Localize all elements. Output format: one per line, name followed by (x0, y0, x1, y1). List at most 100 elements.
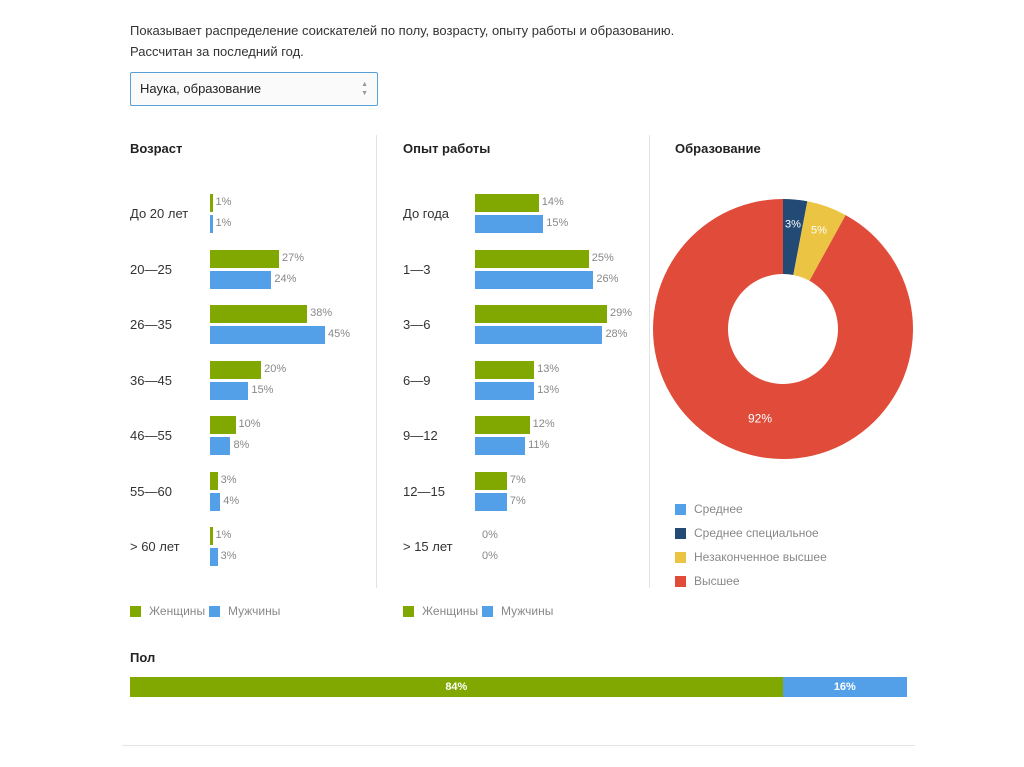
legend-label: Женщины (149, 604, 206, 618)
bar-women (475, 305, 607, 323)
bar-women (210, 360, 262, 379)
row-label: 26—35 (130, 317, 172, 332)
bar-men (210, 381, 249, 400)
donut-label: 3% (785, 218, 801, 230)
row-label: До года (403, 206, 450, 221)
exp-legend-women: Женщины (403, 604, 478, 618)
legend-swatch (675, 503, 686, 515)
value-label: 14% (541, 196, 564, 208)
value-label: 20% (264, 362, 287, 375)
value-label: 45% (328, 328, 351, 340)
value-label: 13% (537, 362, 560, 375)
row-label: 6—9 (403, 372, 431, 388)
legend-label: Женщины (422, 604, 479, 618)
bar-men (475, 492, 507, 511)
donut-slice (653, 199, 914, 459)
donut-label: 5% (811, 224, 827, 236)
row-label: 20—25 (130, 261, 172, 277)
value-label: 11% (528, 439, 550, 451)
row-label: 36—45 (130, 372, 172, 388)
bar-men (475, 326, 603, 344)
description-line-2: Рассчитан за последний год. (130, 44, 304, 59)
donut-slice (783, 199, 808, 275)
legend-swatch (675, 527, 686, 539)
value-label: 1% (215, 196, 232, 208)
value-label: 13% (537, 383, 560, 396)
gender-bar-women: 84% (130, 677, 783, 697)
value-label: 15% (546, 217, 569, 229)
age-legend-women: Женщины (130, 604, 205, 618)
value-label: 10% (238, 418, 261, 430)
legend-label: Мужчины (501, 604, 554, 618)
legend-swatch (403, 605, 414, 617)
bar-men (210, 215, 213, 233)
experience-title: Опыт работы (403, 141, 491, 156)
donut-label: 92% (748, 412, 772, 426)
bar-women (210, 194, 213, 212)
divider (649, 135, 650, 588)
legend-label: Мужчины (228, 604, 281, 618)
legend-label: Среднее специальное (694, 526, 819, 540)
description-line-1: Показывает распределение соискателей по … (130, 23, 675, 38)
row-label: 9—12 (403, 428, 438, 443)
value-label: 1% (215, 217, 232, 229)
value-label: 4% (223, 494, 240, 507)
education-legend-item: Незаконченное высшее (675, 550, 827, 564)
divider (376, 135, 377, 588)
row-label: 1—3 (403, 261, 431, 277)
legend-swatch (130, 605, 141, 617)
bar-men (475, 381, 535, 400)
bar-women (475, 471, 507, 490)
gender-bar-men: 16% (782, 677, 907, 697)
bar-women (210, 305, 308, 323)
value-label: 3% (220, 473, 237, 486)
value-label: 28% (605, 328, 628, 340)
gender-title: Пол (130, 650, 156, 665)
description: Показывает распределение соискателей по … (130, 20, 674, 62)
education-legend-item: Среднее (675, 502, 743, 516)
gender-bar: 84% 16% (130, 677, 907, 697)
education-legend-item: Высшее (675, 574, 740, 588)
value-label: 8% (233, 439, 250, 451)
value-label: 0% (482, 550, 498, 562)
bar-men (210, 492, 221, 511)
value-label: 15% (251, 383, 274, 396)
legend-label: Высшее (694, 574, 740, 588)
bar-men (475, 270, 594, 289)
bar-women (210, 527, 213, 545)
row-label: > 15 лет (403, 539, 453, 554)
row-label: > 60 лет (130, 539, 180, 554)
bar-women (210, 249, 279, 268)
industry-select[interactable]: Наука, образование ▲ ▼ (130, 72, 378, 106)
legend-label: Незаконченное высшее (694, 550, 827, 564)
value-label: 7% (509, 494, 526, 507)
value-label: 7% (509, 473, 526, 486)
bar-women (475, 416, 530, 434)
value-label: 38% (310, 307, 333, 319)
legend-swatch (209, 605, 220, 617)
value-label: 24% (274, 272, 297, 285)
bar-women (475, 249, 589, 268)
row-label: 55—60 (130, 483, 172, 499)
legend-swatch (482, 605, 493, 617)
education-title: Образование (675, 141, 761, 156)
legend-label: Среднее (694, 502, 743, 516)
value-label: 29% (610, 307, 633, 319)
row-label: До 20 лет (130, 206, 189, 221)
donut-slice (793, 201, 846, 281)
bar-men (210, 326, 325, 344)
row-label: 12—15 (403, 483, 445, 499)
age-legend-men: Мужчины (209, 604, 280, 618)
value-label: 0% (482, 529, 498, 541)
bar-women (210, 471, 218, 490)
divider (122, 745, 915, 746)
value-label: 26% (596, 272, 619, 285)
bar-women (475, 194, 539, 212)
value-label: 25% (591, 251, 614, 264)
bar-men (210, 437, 231, 455)
bar-men (210, 548, 218, 566)
value-label: 12% (532, 418, 555, 430)
bar-women (210, 416, 236, 434)
legend-swatch (675, 575, 686, 587)
bar-men (475, 437, 526, 455)
